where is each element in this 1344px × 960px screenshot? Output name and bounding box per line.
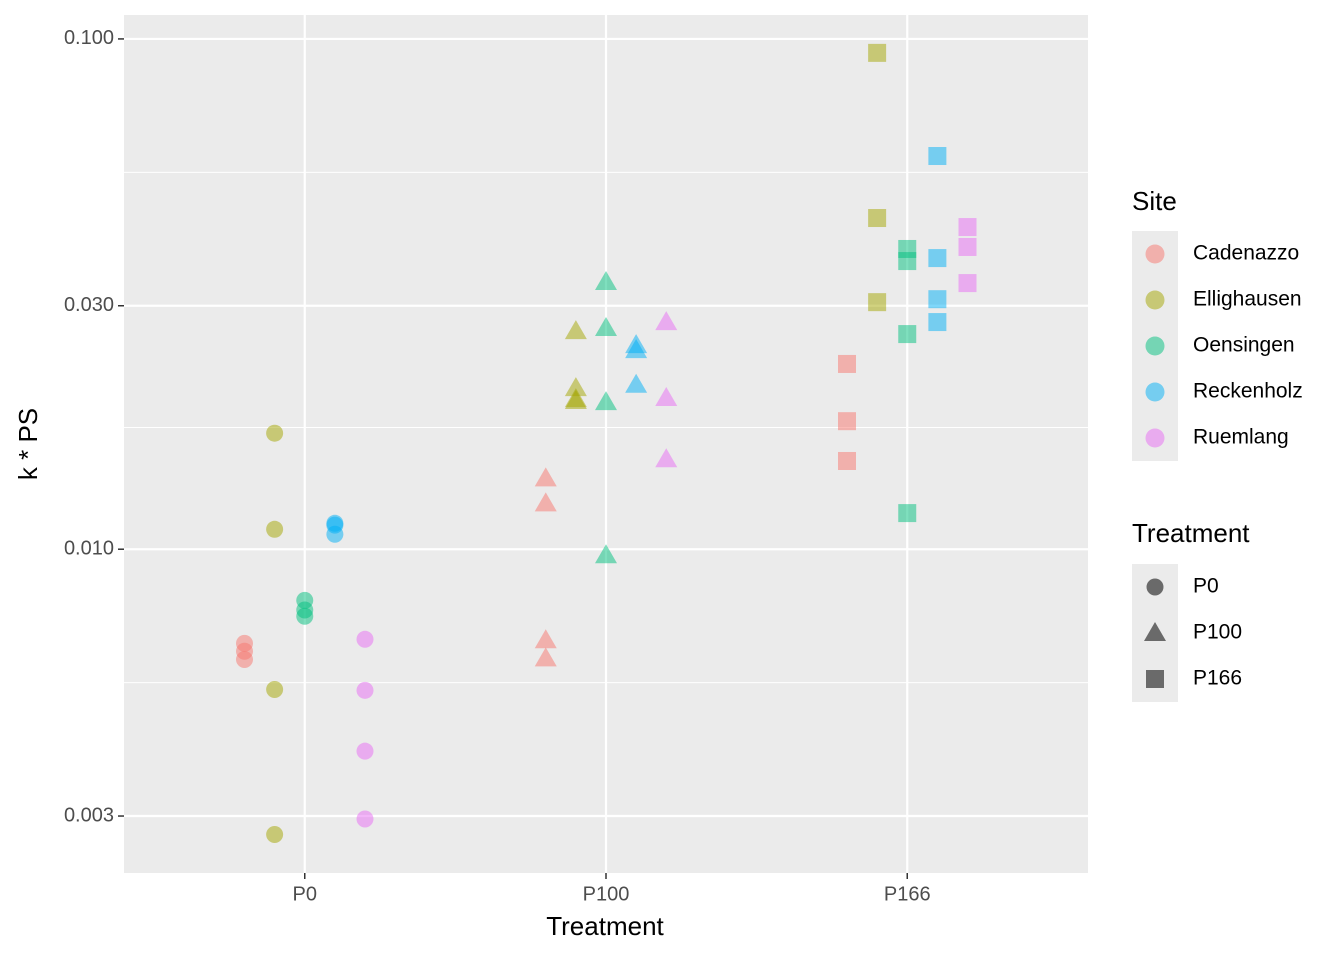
point (958, 237, 977, 256)
point (898, 504, 917, 523)
x-tick-label: P166 (884, 883, 931, 905)
x-axis-title: Treatment (546, 911, 664, 941)
point (534, 467, 557, 487)
legend-title: Site (1132, 186, 1177, 216)
legend-label: P166 (1193, 667, 1242, 690)
point (296, 607, 314, 625)
point (266, 520, 284, 538)
legend-label: Ruemlang (1193, 426, 1289, 449)
point (266, 826, 284, 844)
point (898, 325, 917, 344)
point (534, 629, 557, 649)
legend-label: P100 (1193, 621, 1242, 644)
point (868, 293, 887, 312)
legend-label: Ellighausen (1193, 288, 1302, 311)
point (595, 270, 617, 290)
legend-key (1145, 244, 1165, 264)
legend-key (1145, 336, 1165, 356)
point (356, 681, 374, 699)
y-tick-label: 0.003 (64, 804, 114, 826)
point (928, 249, 947, 268)
legend-label: Reckenholz (1193, 380, 1303, 403)
legend-key (1145, 382, 1165, 402)
legend-title: Treatment (1132, 518, 1250, 548)
point (868, 43, 887, 62)
legend-label: P0 (1193, 575, 1219, 598)
point (655, 448, 678, 468)
point (958, 218, 977, 237)
point (928, 147, 947, 166)
legend-key (1146, 578, 1164, 596)
point (236, 650, 253, 668)
point (838, 354, 856, 373)
point (625, 339, 648, 359)
point (356, 630, 374, 648)
y-tick-label: 0.100 (64, 27, 114, 49)
y-tick-label: 0.030 (64, 294, 114, 316)
legend-key (1144, 622, 1166, 641)
legend-key (1145, 428, 1165, 448)
y-tick-label: 0.010 (64, 537, 114, 559)
point (564, 320, 587, 340)
point (958, 274, 977, 293)
legend-label: Oensingen (1193, 334, 1295, 357)
point (655, 311, 678, 331)
point (928, 290, 947, 309)
point (534, 647, 557, 667)
point (595, 317, 617, 337)
point (655, 387, 678, 407)
point (928, 313, 947, 332)
point (838, 412, 856, 431)
legend-label: Cadenazzo (1193, 242, 1299, 265)
point (868, 209, 887, 228)
point (625, 373, 648, 393)
point (898, 252, 917, 271)
point (534, 492, 557, 512)
point (595, 544, 617, 564)
point (356, 742, 374, 760)
legend-key (1145, 290, 1165, 310)
point (595, 391, 617, 411)
point (266, 680, 284, 698)
x-tick-label: P0 (293, 883, 317, 905)
point (564, 377, 587, 397)
y-axis-title: k * PS (13, 408, 43, 480)
point (564, 389, 587, 409)
point (838, 451, 856, 470)
legend-key (1146, 670, 1164, 688)
x-tick-label: P100 (583, 883, 630, 905)
point (266, 424, 284, 442)
point (356, 810, 374, 828)
point (326, 525, 344, 543)
